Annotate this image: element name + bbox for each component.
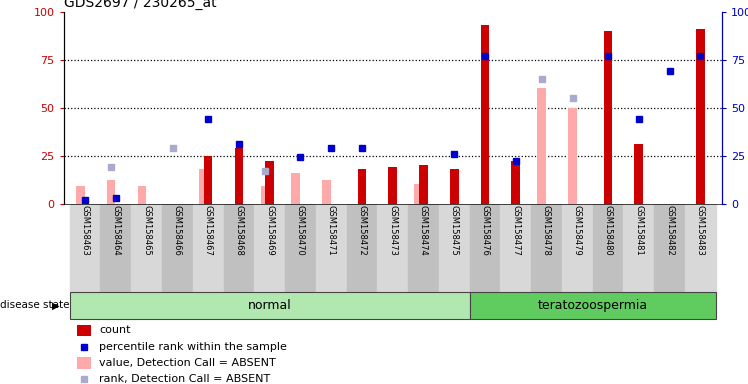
Bar	[266, 161, 274, 204]
Bar	[568, 108, 577, 204]
Bar	[254, 204, 285, 292]
Bar	[685, 204, 716, 292]
Text: GSM158466: GSM158466	[173, 205, 182, 256]
Bar	[388, 167, 397, 204]
Text: GSM158471: GSM158471	[327, 205, 336, 256]
Bar	[199, 169, 208, 204]
Text: GSM158465: GSM158465	[142, 205, 151, 256]
Text: GSM158476: GSM158476	[480, 205, 489, 256]
Bar	[470, 292, 716, 319]
Text: GSM158463: GSM158463	[81, 205, 90, 256]
Bar	[634, 144, 643, 204]
Bar	[322, 180, 331, 204]
Bar	[77, 357, 91, 369]
Bar	[470, 204, 500, 292]
Bar	[224, 204, 254, 292]
Bar	[138, 186, 146, 204]
Bar	[408, 204, 439, 292]
Bar	[260, 186, 269, 204]
Bar	[531, 204, 562, 292]
Bar	[696, 29, 705, 204]
Bar	[414, 184, 423, 204]
Bar	[316, 204, 346, 292]
Text: GSM158480: GSM158480	[604, 205, 613, 256]
Text: value, Detection Call = ABSENT: value, Detection Call = ABSENT	[99, 358, 276, 368]
Bar	[500, 204, 531, 292]
Text: ▶: ▶	[52, 300, 60, 310]
Bar	[70, 292, 470, 319]
Text: GSM158478: GSM158478	[542, 205, 551, 256]
Bar	[193, 204, 224, 292]
Bar	[285, 204, 316, 292]
Text: GSM158464: GSM158464	[111, 205, 120, 256]
Bar	[419, 165, 428, 204]
Bar	[623, 204, 654, 292]
Text: GSM158475: GSM158475	[450, 205, 459, 256]
Bar	[292, 173, 300, 204]
Text: GDS2697 / 230265_at: GDS2697 / 230265_at	[64, 0, 216, 10]
Bar	[346, 204, 377, 292]
Bar	[604, 31, 613, 204]
Text: GSM158469: GSM158469	[265, 205, 275, 256]
Bar	[481, 25, 489, 204]
Text: teratozoospermia: teratozoospermia	[538, 299, 648, 312]
Text: percentile rank within the sample: percentile rank within the sample	[99, 342, 287, 352]
Text: count: count	[99, 326, 131, 336]
Bar	[162, 204, 193, 292]
Bar	[70, 204, 100, 292]
Bar	[204, 156, 212, 204]
Bar	[450, 169, 459, 204]
Text: GSM158472: GSM158472	[358, 205, 367, 256]
Text: GSM158481: GSM158481	[634, 205, 643, 256]
Bar	[512, 161, 520, 204]
Text: GSM158483: GSM158483	[696, 205, 705, 256]
Bar	[235, 148, 243, 204]
Text: rank, Detection Call = ABSENT: rank, Detection Call = ABSENT	[99, 374, 270, 384]
Text: GSM158477: GSM158477	[511, 205, 521, 256]
Text: GSM158482: GSM158482	[665, 205, 674, 256]
Text: GSM158467: GSM158467	[203, 205, 212, 256]
Bar	[358, 169, 367, 204]
Bar	[562, 204, 592, 292]
Text: GSM158468: GSM158468	[234, 205, 243, 256]
Bar	[377, 204, 408, 292]
Text: normal: normal	[248, 299, 292, 312]
Text: GSM158474: GSM158474	[419, 205, 428, 256]
Bar	[76, 186, 85, 204]
Bar	[77, 324, 91, 336]
Text: disease state: disease state	[0, 300, 70, 310]
Bar	[654, 204, 685, 292]
Text: GSM158473: GSM158473	[388, 205, 397, 256]
Bar	[592, 204, 623, 292]
Bar	[131, 204, 162, 292]
Text: GSM158470: GSM158470	[296, 205, 305, 256]
Bar	[538, 88, 546, 204]
Bar	[100, 204, 131, 292]
Text: GSM158479: GSM158479	[573, 205, 582, 256]
Bar	[107, 180, 115, 204]
Bar	[439, 204, 470, 292]
